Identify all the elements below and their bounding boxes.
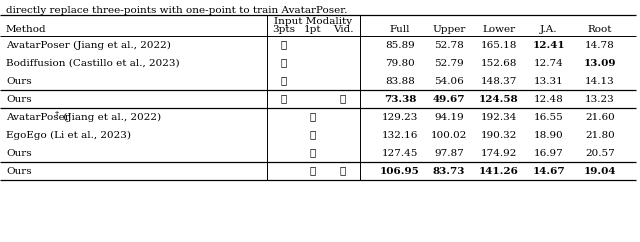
Text: 124.58: 124.58	[479, 94, 519, 104]
Text: 97.87: 97.87	[434, 149, 464, 158]
Text: ✓: ✓	[281, 40, 287, 50]
Text: ✓: ✓	[281, 59, 287, 68]
Text: 54.06: 54.06	[434, 76, 464, 85]
Text: 85.89: 85.89	[385, 40, 415, 50]
Text: 14.78: 14.78	[585, 40, 615, 50]
Text: 49.67: 49.67	[433, 94, 465, 104]
Text: Ours: Ours	[6, 94, 31, 104]
Text: 174.92: 174.92	[481, 149, 517, 158]
Text: ✓: ✓	[340, 166, 346, 175]
Text: 190.32: 190.32	[481, 130, 517, 139]
Text: AvatarPoser (Jiang et al., 2022): AvatarPoser (Jiang et al., 2022)	[6, 40, 171, 50]
Text: ✓: ✓	[281, 94, 287, 104]
Text: 83.88: 83.88	[385, 76, 415, 85]
Text: Root: Root	[588, 24, 612, 33]
Text: 152.68: 152.68	[481, 59, 517, 68]
Text: 94.19: 94.19	[434, 113, 464, 121]
Text: 19.04: 19.04	[584, 166, 616, 175]
Text: Ours: Ours	[6, 149, 31, 158]
Text: 129.23: 129.23	[382, 113, 418, 121]
Text: 127.45: 127.45	[382, 149, 418, 158]
Text: 20.57: 20.57	[585, 149, 615, 158]
Text: 165.18: 165.18	[481, 40, 517, 50]
Text: ✓: ✓	[310, 149, 316, 158]
Text: †: †	[55, 109, 59, 118]
Text: 106.95: 106.95	[380, 166, 420, 175]
Text: 14.67: 14.67	[532, 166, 565, 175]
Text: 132.16: 132.16	[382, 130, 418, 139]
Text: 13.09: 13.09	[584, 59, 616, 68]
Text: AvatarPoser: AvatarPoser	[6, 113, 70, 121]
Text: Method: Method	[6, 24, 47, 33]
Text: 73.38: 73.38	[384, 94, 416, 104]
Text: 3pts: 3pts	[273, 24, 296, 33]
Text: 21.60: 21.60	[585, 113, 615, 121]
Text: 12.48: 12.48	[534, 94, 564, 104]
Text: 12.41: 12.41	[532, 40, 565, 50]
Text: J.A.: J.A.	[540, 24, 557, 33]
Text: Full: Full	[390, 24, 410, 33]
Text: Vid.: Vid.	[333, 24, 353, 33]
Text: ✓: ✓	[310, 130, 316, 139]
Text: ✓: ✓	[340, 94, 346, 104]
Text: 13.23: 13.23	[585, 94, 615, 104]
Text: Lower: Lower	[483, 24, 516, 33]
Text: 100.02: 100.02	[431, 130, 467, 139]
Text: (Jiang et al., 2022): (Jiang et al., 2022)	[60, 113, 161, 121]
Text: Ours: Ours	[6, 166, 31, 175]
Text: ✓: ✓	[310, 113, 316, 121]
Text: 18.90: 18.90	[534, 130, 564, 139]
Text: 148.37: 148.37	[481, 76, 517, 85]
Text: Upper: Upper	[432, 24, 466, 33]
Text: 21.80: 21.80	[585, 130, 615, 139]
Text: 14.13: 14.13	[585, 76, 615, 85]
Text: 79.80: 79.80	[385, 59, 415, 68]
Text: EgoEgo (Li et al., 2023): EgoEgo (Li et al., 2023)	[6, 130, 131, 140]
Text: Input Modality: Input Modality	[275, 17, 353, 26]
Text: ✓: ✓	[310, 166, 316, 175]
Text: 52.78: 52.78	[434, 40, 464, 50]
Text: Bodiffusion (Castillo et al., 2023): Bodiffusion (Castillo et al., 2023)	[6, 59, 180, 68]
Text: 1pt: 1pt	[304, 24, 322, 33]
Text: 192.34: 192.34	[481, 113, 517, 121]
Text: 83.73: 83.73	[433, 166, 465, 175]
Text: 12.74: 12.74	[534, 59, 564, 68]
Text: ✓: ✓	[281, 76, 287, 85]
Text: 13.31: 13.31	[534, 76, 564, 85]
Text: 141.26: 141.26	[479, 166, 519, 175]
Text: 16.97: 16.97	[534, 149, 564, 158]
Text: 52.79: 52.79	[434, 59, 464, 68]
Text: directly replace three-points with one-point to train AvatarPoser.: directly replace three-points with one-p…	[6, 6, 348, 15]
Text: Ours: Ours	[6, 76, 31, 85]
Text: 16.55: 16.55	[534, 113, 564, 121]
